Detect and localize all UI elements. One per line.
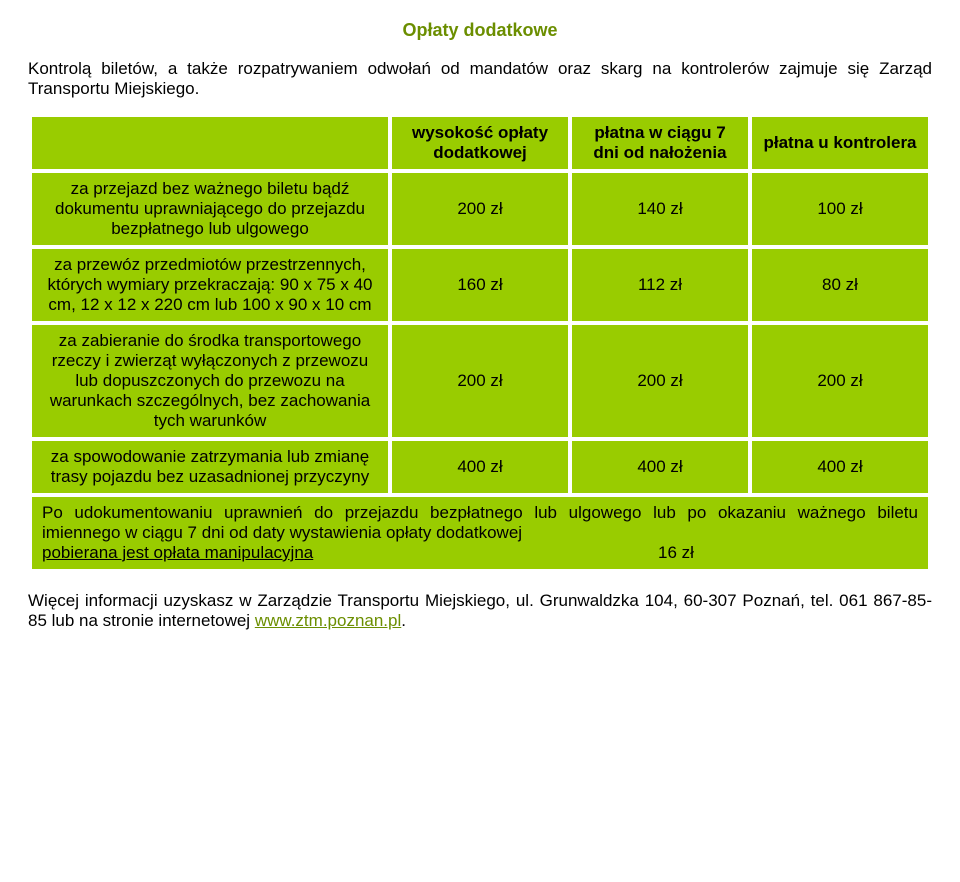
intro-paragraph: Kontrolą biletów, a także rozpatrywaniem… [28,59,932,99]
row-value: 200 zł [390,323,570,439]
table-row: za przejazd bez ważnego biletu bądź doku… [30,171,930,247]
row-label: za przewóz przedmiotów przestrzennych, k… [30,247,390,323]
table-row: za przewóz przedmiotów przestrzennych, k… [30,247,930,323]
row-value: 200 zł [570,323,750,439]
footnote-cell: Po udokumentowaniu uprawnień do przejazd… [30,495,930,571]
outro-paragraph: Więcej informacji uzyskasz w Zarządzie T… [28,591,932,631]
row-value: 140 zł [570,171,750,247]
header-fee-controller: płatna u kontrolera [750,115,930,171]
table-row: za zabieranie do środka transportowego r… [30,323,930,439]
header-fee-7days: płatna w ciągu 7 dni od nałożenia [570,115,750,171]
row-label: za spowodowanie zatrzymania lub zmianę t… [30,439,390,495]
outro-link[interactable]: www.ztm.poznan.pl [255,611,401,630]
footnote-text: Po udokumentowaniu uprawnień do przejazd… [42,503,918,542]
table-header-row: wysokość opłaty dodatkowej płatna w ciąg… [30,115,930,171]
outro-text-post: . [401,611,406,630]
table-footnote-row: Po udokumentowaniu uprawnień do przejazd… [30,495,930,571]
outro-text-pre: Więcej informacji uzyskasz w Zarządzie T… [28,591,932,630]
header-fee-amount: wysokość opłaty dodatkowej [390,115,570,171]
table-row: za spowodowanie zatrzymania lub zmianę t… [30,439,930,495]
row-value: 200 zł [390,171,570,247]
row-label: za przejazd bez ważnego biletu bądź doku… [30,171,390,247]
row-value: 100 zł [750,171,930,247]
header-blank [30,115,390,171]
row-value: 400 zł [570,439,750,495]
row-value: 160 zł [390,247,570,323]
row-value: 400 zł [750,439,930,495]
page-title: Opłaty dodatkowe [28,20,932,41]
row-value: 200 zł [750,323,930,439]
footnote-manip-label: pobierana jest opłata manipulacyjna [42,543,658,563]
fees-table: wysokość opłaty dodatkowej płatna w ciąg… [28,113,932,573]
footnote-manip-value: 16 zł [658,543,918,563]
row-value: 80 zł [750,247,930,323]
row-value: 112 zł [570,247,750,323]
row-label: za zabieranie do środka transportowego r… [30,323,390,439]
row-value: 400 zł [390,439,570,495]
